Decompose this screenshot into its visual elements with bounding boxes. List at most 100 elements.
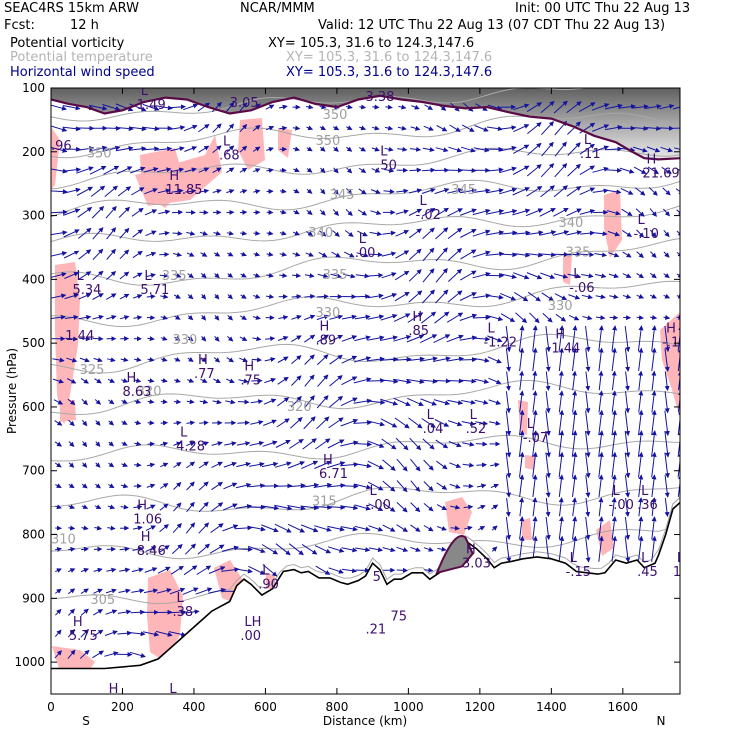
theta-label: 330: [548, 299, 573, 314]
wind-vector: [410, 458, 421, 472]
wind-vector: [448, 441, 462, 448]
wind-vector: [174, 356, 181, 362]
wind-vector: [288, 543, 304, 556]
wind-vector: [422, 227, 435, 240]
theta-label: 340: [308, 226, 333, 241]
wind-vector: [147, 357, 155, 363]
hl-letter: L: [641, 484, 649, 499]
hl-value: -.10: [662, 335, 687, 350]
wind-vector: [147, 378, 155, 384]
wind-vector: [477, 526, 486, 531]
wind-vector: [240, 293, 247, 299]
wind-vector: [423, 459, 434, 471]
wind-vector: [353, 377, 372, 384]
wind-vector: [353, 420, 373, 426]
hl-value: 1.44: [551, 342, 580, 357]
hl-letter: L: [144, 269, 152, 284]
wind-vector: [394, 270, 410, 281]
wind-vector: [359, 125, 367, 131]
wind-vector: [598, 370, 604, 391]
wind-vector: [144, 567, 158, 573]
wind-vector: [108, 399, 115, 405]
wind-vector: [435, 227, 449, 240]
wind-vector: [382, 524, 396, 532]
wind-vector: [186, 252, 195, 257]
wind-vector: [555, 313, 567, 322]
wind-vector: [287, 523, 306, 533]
wind-vector: [55, 608, 62, 616]
wind-vector: [278, 104, 288, 110]
wind-vector: [213, 251, 221, 257]
wind-vector: [558, 390, 564, 413]
wind-vector: [541, 292, 554, 301]
wind-vector: [381, 438, 397, 450]
wind-vector: [491, 546, 498, 552]
wind-vector: [368, 525, 384, 532]
wind-vector: [105, 609, 118, 615]
wind-vector: [279, 188, 287, 194]
wind-vector: [146, 294, 156, 300]
wind-vector: [532, 370, 538, 391]
theta-label: 350: [315, 134, 340, 149]
hl-value: .36: [637, 498, 658, 513]
wind-vector: [423, 503, 434, 512]
wind-vector: [94, 504, 102, 509]
wind-vector: [131, 207, 144, 217]
wind-vector: [598, 474, 604, 497]
wind-vector: [571, 535, 578, 562]
wind-vector: [115, 145, 134, 152]
wind-vector: [329, 314, 344, 320]
wind-vector: [664, 371, 670, 392]
wind-vector: [408, 188, 423, 194]
tropopause-contour: [51, 94, 680, 161]
hl-letter: L: [570, 551, 578, 566]
wind-vector: [450, 504, 461, 510]
wind-vector: [225, 101, 235, 113]
wind-vector: [121, 441, 128, 446]
wind-vector: [316, 416, 330, 430]
hl-value: 3.38: [366, 90, 395, 105]
wind-vector: [319, 230, 327, 237]
wind-vector: [407, 312, 424, 323]
wind-vector: [472, 229, 491, 237]
wind-vector: [327, 439, 345, 449]
wind-vector: [598, 497, 604, 517]
wind-vector: [636, 229, 645, 238]
wind-vector: [436, 482, 448, 490]
field-xy-theta: XY= 105.3, 31.6 to 124.3,147.6: [286, 50, 493, 65]
hl-letter: H: [126, 371, 136, 386]
y-tick-label: 400: [22, 272, 45, 286]
wind-vector: [553, 273, 569, 279]
wind-vector: [463, 504, 474, 510]
wind-vector: [169, 125, 186, 131]
wind-vector: [434, 207, 450, 217]
wind-vector: [133, 294, 143, 299]
wind-vector: [107, 525, 116, 531]
wind-vector: [198, 501, 209, 513]
wind-vector: [558, 497, 564, 517]
wind-vector: [638, 390, 644, 413]
wind-vector: [301, 543, 318, 555]
wind-vector: [106, 227, 117, 240]
hl-value: .00: [355, 246, 376, 261]
wind-vector: [51, 189, 68, 195]
wind-vector: [173, 399, 182, 405]
wind-vector: [435, 268, 448, 283]
wind-vector: [505, 475, 512, 498]
theta-contour: [51, 238, 680, 286]
wind-vector: [279, 209, 287, 215]
wind-vector: [648, 187, 658, 196]
wind-vector: [408, 269, 422, 282]
wind-vector: [248, 565, 266, 575]
wind-vector: [146, 504, 156, 510]
wind-vector: [625, 391, 630, 414]
wind-vector: [119, 546, 130, 552]
wind-vector: [598, 535, 604, 562]
wind-vector: [77, 227, 92, 239]
wind-vector: [487, 335, 503, 343]
wind-vector: [80, 568, 89, 573]
wind-vector: [396, 480, 408, 493]
wind-vector: [532, 347, 538, 372]
hl-letter: L: [141, 84, 149, 99]
